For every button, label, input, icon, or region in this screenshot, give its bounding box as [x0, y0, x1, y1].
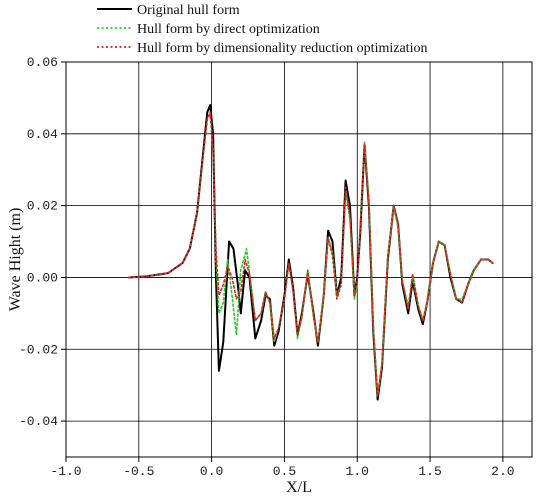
series-layer — [127, 104, 494, 401]
plot-frame — [65, 61, 533, 458]
ticks: -1.0 -0.5 0.0 0.5 1.0 1.5 2.0 -0.04 -0.02 0.00 0.0… — [19, 55, 515, 479]
x-tick-label: 1.0 — [346, 464, 369, 479]
legend: Original hull form Hull form by direct op… — [97, 3, 427, 56]
legend-label: Hull form by dimensionality reduction op… — [137, 41, 427, 56]
x-tick-label: -0.5 — [123, 464, 154, 479]
y-tick-label: 0.06 — [27, 55, 58, 70]
legend-label: Hull form by direct optimization — [137, 22, 320, 37]
x-tick-label: 0.0 — [200, 464, 223, 479]
x-tick-label: 0.5 — [273, 464, 296, 479]
x-tick-label: 1.5 — [418, 464, 441, 479]
grid — [66, 62, 532, 457]
x-tick-label: 2.0 — [491, 464, 514, 479]
series-line-hull-form-by-direct-optimization — [127, 111, 494, 397]
y-tick-label: -0.02 — [19, 342, 58, 357]
x-axis-title: X/L — [286, 479, 312, 496]
y-tick-label: 0.00 — [27, 270, 58, 285]
y-axis-title: Wave Hight (m) — [7, 208, 24, 312]
series-line-original-hull-form — [127, 104, 494, 401]
y-tick-label: 0.02 — [27, 199, 58, 214]
series-line-hull-form-by-dimensionality-reduction-optimization — [127, 111, 494, 397]
y-tick-label: -0.04 — [19, 414, 58, 429]
x-tick-label: -1.0 — [50, 464, 81, 479]
legend-label: Original hull form — [137, 3, 240, 18]
y-tick-label: 0.04 — [27, 127, 58, 142]
